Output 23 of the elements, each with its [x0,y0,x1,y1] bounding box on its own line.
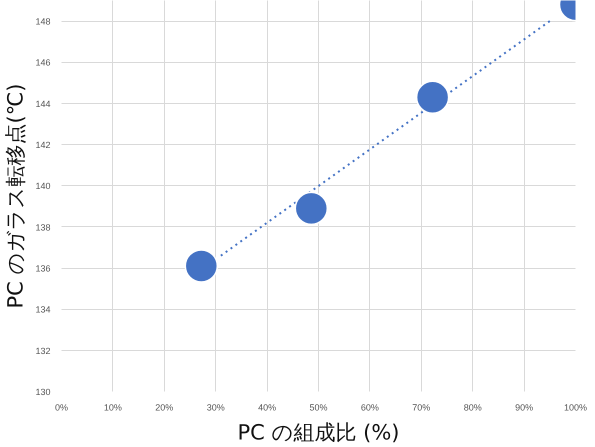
y-tick-label: 138 [35,222,51,232]
x-tick-label: 80% [464,402,482,412]
y-tick-label: 146 [35,58,51,68]
x-tick-label: 70% [412,402,430,412]
y-axis-title: PC のガラス転移点(℃) [3,84,28,308]
x-tick-label: 20% [155,402,174,412]
y-tick-label: 130 [35,387,51,397]
x-axis-title: PC の組成比 (%) [237,420,400,444]
y-tick-label: 136 [35,264,51,274]
y-tick-label: 132 [35,346,51,356]
y-tick-label: 142 [35,140,51,150]
x-tick-label: 30% [206,402,225,412]
x-tick-label: 50% [309,402,328,412]
x-tick-label: 40% [258,402,276,412]
y-tick-label: 134 [35,304,51,315]
y-tick-label: 144 [35,98,51,109]
y-tick-label: 148 [35,16,51,27]
y-tick-label: 140 [35,181,51,192]
x-tick-label: 0% [54,402,68,412]
x-tick-label: 100% [564,402,588,412]
x-tick-label: 10% [104,402,122,412]
x-tick-label: 90% [515,402,534,412]
x-tick-label: 60% [360,402,379,412]
